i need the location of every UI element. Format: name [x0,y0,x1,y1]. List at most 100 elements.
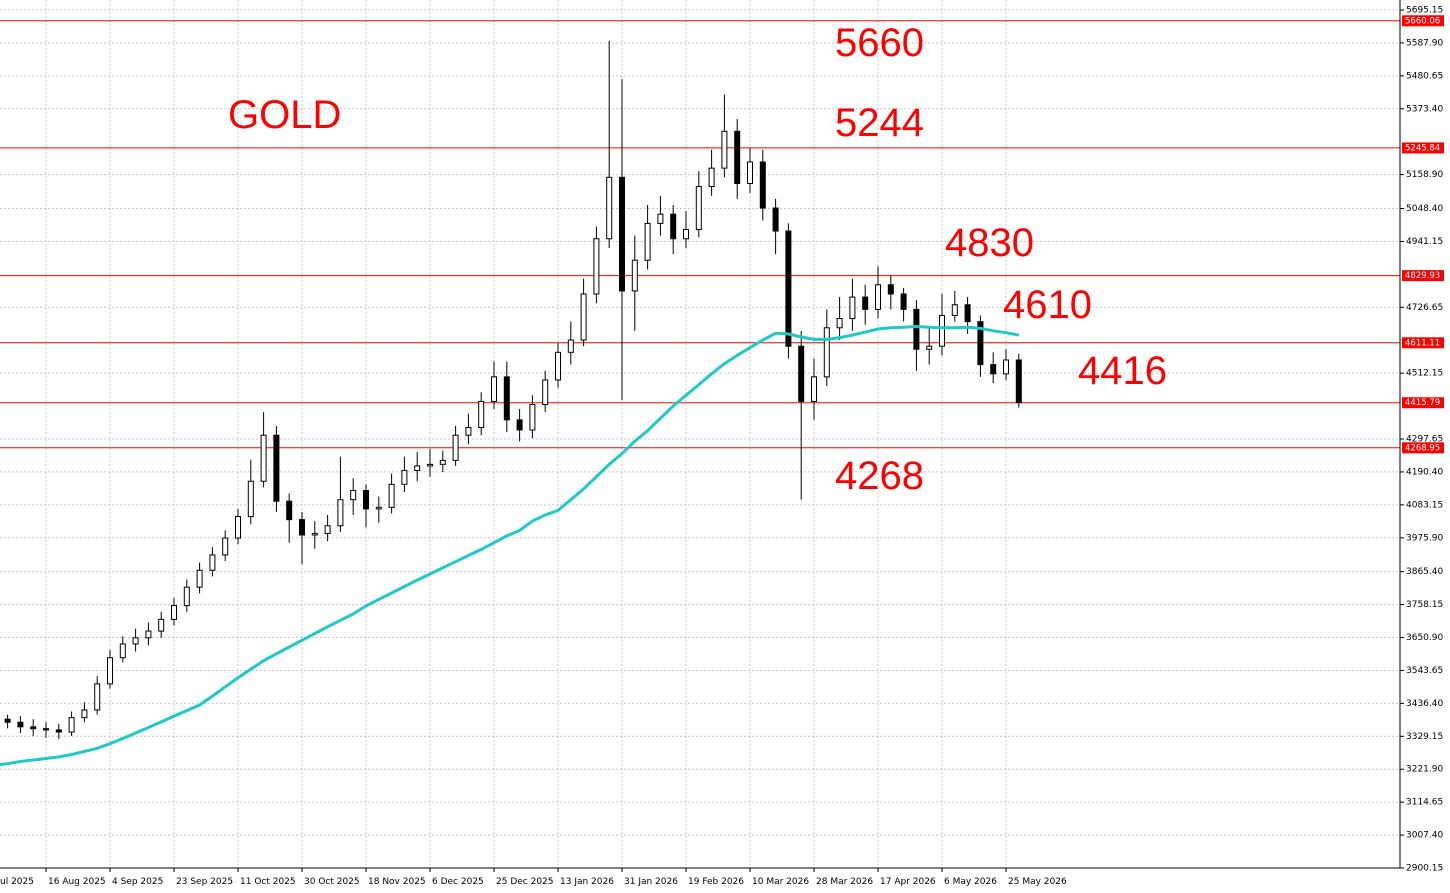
y-tick-label: 5587.90 [1406,38,1443,48]
x-tick-label: 17 Apr 2026 [880,877,936,887]
candle-body [183,586,190,607]
y-tick-label: 4726.65 [1406,303,1443,313]
annotation: 4830 [945,221,1034,265]
candle-body [516,419,523,431]
candle-body [43,728,49,731]
x-tick-label: 19 Feb 2026 [688,877,744,887]
candle-body [593,238,600,295]
candle-body [55,729,62,733]
level-tag [1402,442,1444,454]
candle-body [875,284,881,310]
candle-body [529,404,536,431]
candle-body [887,284,894,295]
level-label: 5245.84 [1405,143,1440,153]
candle-body [913,308,920,350]
candle-body [964,304,971,323]
moving-average-line [0,324,1020,767]
x-tick-label: 4 Sep 2025 [112,877,163,887]
candle-body [478,400,485,429]
candle-body [337,499,344,527]
candle-body [350,489,357,501]
candle-body [414,465,421,472]
candle-body [286,500,293,521]
y-tick-label: 4941.15 [1406,237,1443,247]
candle-body [311,532,318,536]
y-tick-label: 3865.40 [1406,567,1443,577]
candle-body [811,376,817,402]
candle-body [862,296,869,310]
candle-body [81,709,88,719]
y-tick-label: 5373.40 [1406,104,1443,114]
x-tick-label: 16 Aug 2025 [48,877,106,887]
candle-body [772,207,779,232]
x-tick-label: ul 2025 [0,877,34,887]
level-tag [1402,15,1444,27]
candle-body [107,657,113,685]
annotation: 4268 [835,454,924,498]
candle-body [260,434,267,482]
level-label: 4268.95 [1405,443,1440,453]
candle-body [158,618,165,632]
candle-body [631,259,638,292]
candle-body [401,470,408,485]
candle-body [580,293,587,341]
candle-body [247,480,254,518]
y-tick-label: 3650.90 [1406,633,1443,643]
x-tick-label: 28 Mar 2026 [816,877,873,887]
x-tick-label: 11 Oct 2025 [240,877,296,887]
candle-body [427,463,433,467]
candle-body [30,726,37,730]
candle-body [708,167,715,188]
candle-body [68,717,75,733]
candle-body [196,569,203,588]
candle-body [363,489,369,510]
candle-body [273,434,280,502]
y-tick-label: 3543.65 [1406,666,1443,676]
candle-body [439,459,446,465]
candle-body [222,537,229,556]
candle-body [644,222,651,261]
level-label: 4829.93 [1405,271,1440,281]
candle-body [132,637,139,645]
candle-body [785,230,792,347]
candle-body [990,364,997,375]
candle-body [849,296,856,320]
candle-body [4,718,11,723]
annotation: 5244 [835,101,924,145]
candle-body [926,345,933,350]
candle-body [798,345,805,402]
y-tick-label: 2900.15 [1406,864,1443,874]
candle-body [555,351,561,381]
level-label: 4415.79 [1405,398,1440,408]
candle-body [324,525,331,534]
level-tag [1402,270,1444,282]
candle-body [619,176,625,292]
y-tick-label: 3114.65 [1406,798,1443,808]
grid-layer [0,0,1400,868]
candle-body [823,327,830,378]
level-tag [1402,397,1444,409]
y-tick-label: 3329.15 [1406,732,1443,742]
candle-body [299,519,305,536]
x-tick-label: 25 May 2026 [1008,877,1067,887]
y-tick-label: 4297.65 [1406,435,1443,445]
candle-body [542,379,549,406]
candle-body [94,683,101,711]
candle-body [388,483,395,508]
x-tick-label: 10 Mar 2026 [752,877,809,887]
candle-body [977,321,984,366]
y-tick-label: 3975.90 [1406,533,1443,543]
level-tag [1402,142,1444,154]
y-tick-label: 4190.40 [1406,467,1443,477]
level-label: 4611.11 [1405,338,1440,348]
annotation: 4416 [1078,349,1167,393]
annotation: 4610 [1003,283,1092,327]
candle-body [1015,359,1022,404]
candle-body [836,318,843,329]
annotation: GOLD [228,93,341,137]
x-tick-label: 13 Jan 2026 [560,877,614,887]
candle-body [670,213,677,240]
y-tick-label: 4083.15 [1406,500,1443,510]
candle-body [734,130,741,184]
